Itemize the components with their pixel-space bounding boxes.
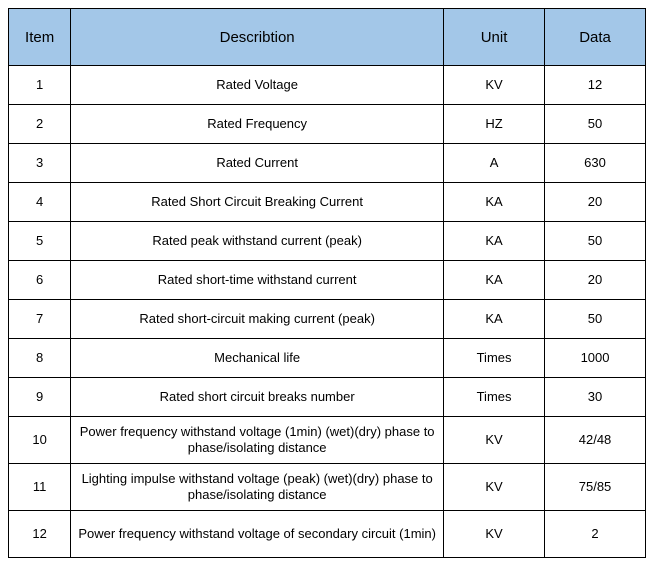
table-header-row: Item Describtion Unit Data <box>9 9 646 66</box>
cell-item: 10 <box>9 417 71 464</box>
cell-description: Power frequency withstand voltage of sec… <box>71 511 444 558</box>
cell-unit: KA <box>444 261 545 300</box>
table-row: 5Rated peak withstand current (peak)KA50 <box>9 222 646 261</box>
table-row: 3Rated CurrentA630 <box>9 144 646 183</box>
cell-unit: KA <box>444 183 545 222</box>
cell-item: 5 <box>9 222 71 261</box>
cell-data: 630 <box>545 144 646 183</box>
cell-item: 6 <box>9 261 71 300</box>
cell-item: 8 <box>9 339 71 378</box>
cell-item: 12 <box>9 511 71 558</box>
table-row: 9Rated short circuit breaks numberTimes3… <box>9 378 646 417</box>
cell-description: Rated Short Circuit Breaking Current <box>71 183 444 222</box>
cell-unit: KA <box>444 222 545 261</box>
cell-item: 7 <box>9 300 71 339</box>
cell-item: 2 <box>9 105 71 144</box>
cell-data: 20 <box>545 261 646 300</box>
table-row: 1Rated VoltageKV12 <box>9 66 646 105</box>
col-header-data: Data <box>545 9 646 66</box>
cell-unit: KV <box>444 417 545 464</box>
cell-unit: HZ <box>444 105 545 144</box>
cell-description: Rated short-circuit making current (peak… <box>71 300 444 339</box>
cell-item: 9 <box>9 378 71 417</box>
table-row: 7Rated short-circuit making current (pea… <box>9 300 646 339</box>
cell-unit: KV <box>444 511 545 558</box>
cell-unit: KV <box>444 66 545 105</box>
cell-description: Rated short circuit breaks number <box>71 378 444 417</box>
cell-data: 30 <box>545 378 646 417</box>
table-body: 1Rated VoltageKV122Rated FrequencyHZ503R… <box>9 66 646 558</box>
col-header-description: Describtion <box>71 9 444 66</box>
cell-unit: KA <box>444 300 545 339</box>
cell-unit: A <box>444 144 545 183</box>
cell-data: 42/48 <box>545 417 646 464</box>
cell-data: 50 <box>545 222 646 261</box>
cell-description: Power frequency withstand voltage (1min)… <box>71 417 444 464</box>
cell-data: 50 <box>545 300 646 339</box>
cell-description: Rated Current <box>71 144 444 183</box>
cell-description: Rated short-time withstand current <box>71 261 444 300</box>
table-row: 6Rated short-time withstand currentKA20 <box>9 261 646 300</box>
cell-data: 75/85 <box>545 464 646 511</box>
cell-data: 1000 <box>545 339 646 378</box>
cell-description: Rated Voltage <box>71 66 444 105</box>
table-row: 12Power frequency withstand voltage of s… <box>9 511 646 558</box>
cell-description: Lighting impulse withstand voltage (peak… <box>71 464 444 511</box>
cell-data: 2 <box>545 511 646 558</box>
cell-data: 50 <box>545 105 646 144</box>
col-header-item: Item <box>9 9 71 66</box>
cell-unit: KV <box>444 464 545 511</box>
table-row: 11Lighting impulse withstand voltage (pe… <box>9 464 646 511</box>
cell-item: 3 <box>9 144 71 183</box>
spec-table: Item Describtion Unit Data 1Rated Voltag… <box>8 8 646 558</box>
table-row: 10Power frequency withstand voltage (1mi… <box>9 417 646 464</box>
cell-item: 11 <box>9 464 71 511</box>
cell-data: 12 <box>545 66 646 105</box>
table-row: 8Mechanical lifeTimes1000 <box>9 339 646 378</box>
cell-description: Rated peak withstand current (peak) <box>71 222 444 261</box>
cell-item: 1 <box>9 66 71 105</box>
cell-description: Rated Frequency <box>71 105 444 144</box>
cell-data: 20 <box>545 183 646 222</box>
cell-unit: Times <box>444 378 545 417</box>
col-header-unit: Unit <box>444 9 545 66</box>
cell-unit: Times <box>444 339 545 378</box>
cell-description: Mechanical life <box>71 339 444 378</box>
cell-item: 4 <box>9 183 71 222</box>
table-row: 2Rated FrequencyHZ50 <box>9 105 646 144</box>
table-row: 4Rated Short Circuit Breaking CurrentKA2… <box>9 183 646 222</box>
